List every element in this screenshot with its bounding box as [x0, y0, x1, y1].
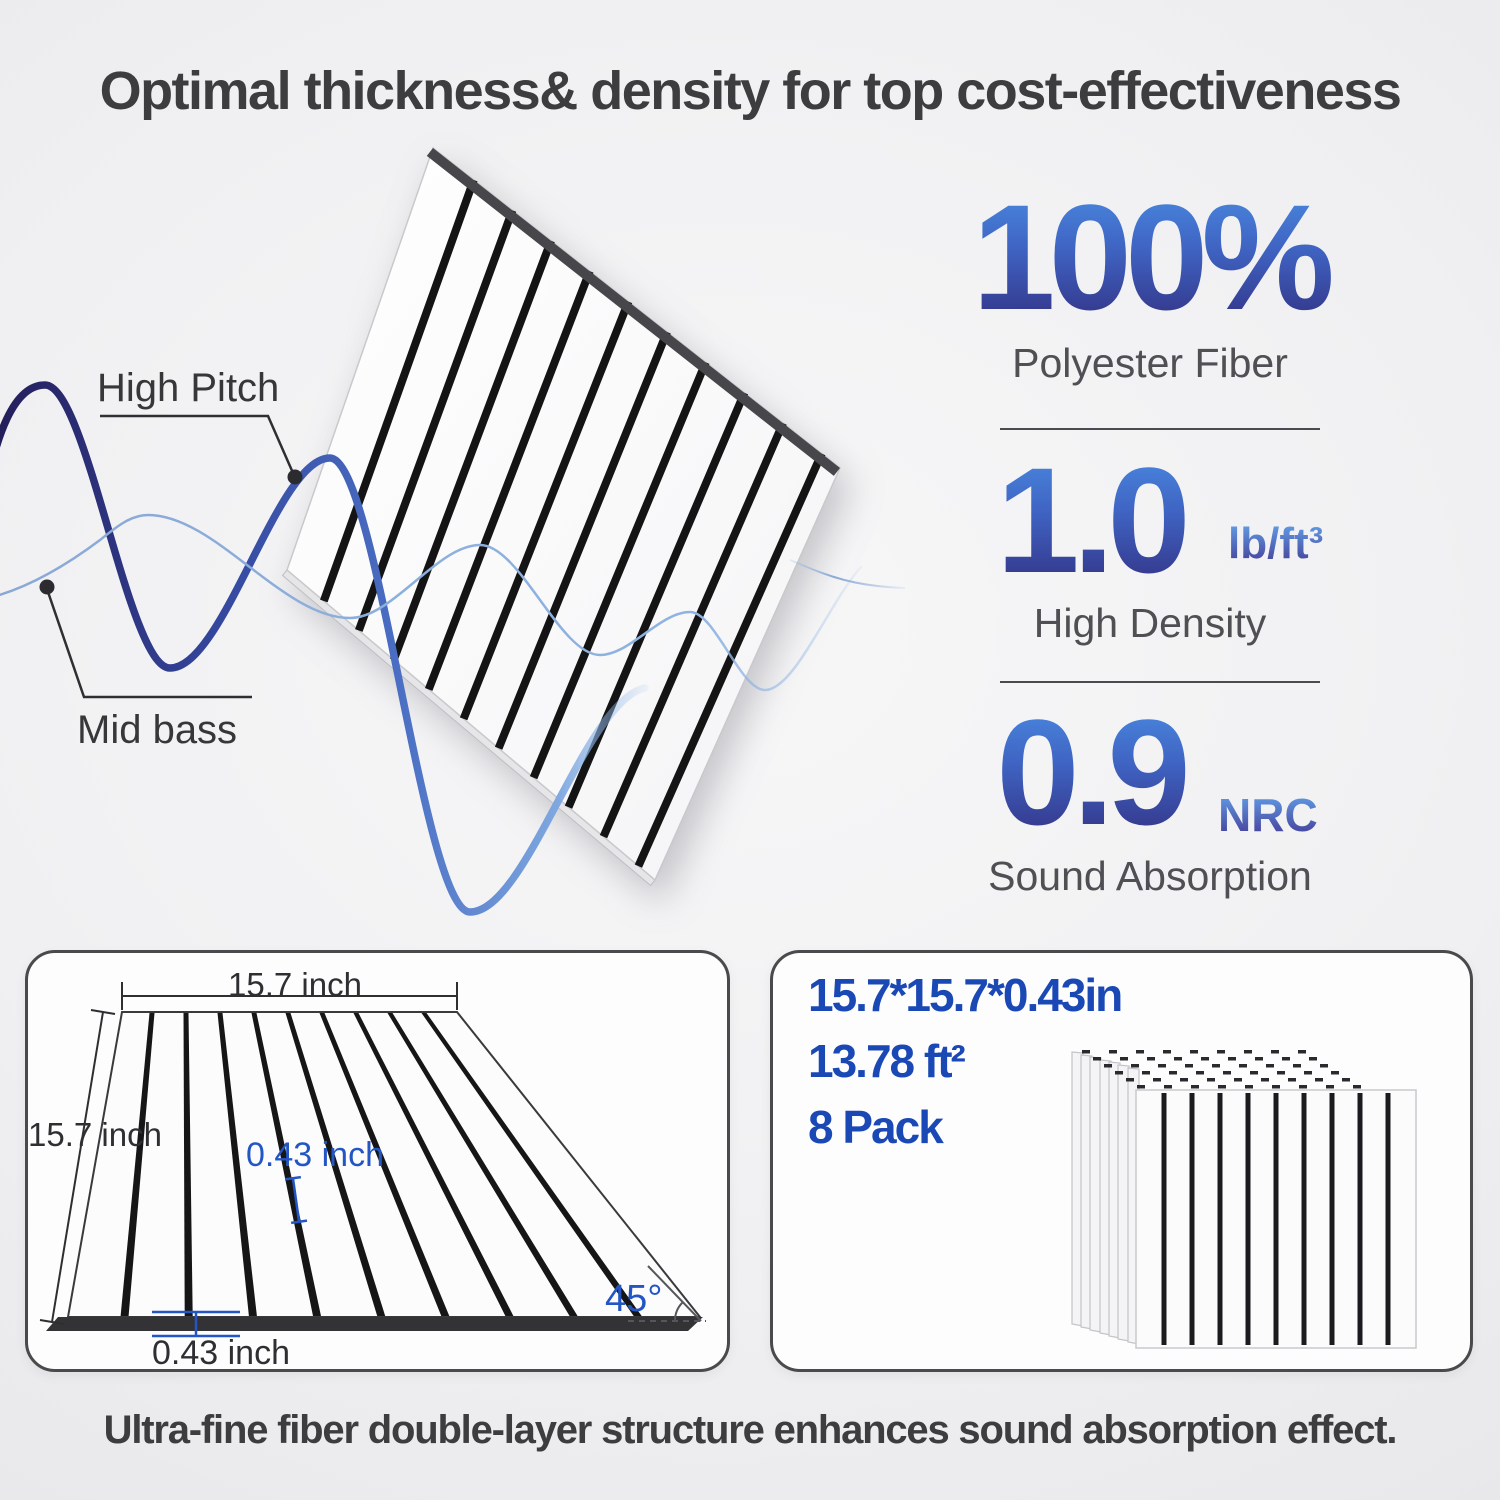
stat-divider-2	[1000, 681, 1320, 683]
diagram-grooves	[120, 1013, 642, 1316]
stat-polyester-value: 100%	[960, 182, 1340, 332]
dim-bevel-angle-label: 45°	[605, 1278, 663, 1320]
mid-bass-wave	[0, 381, 649, 916]
width-measure	[121, 982, 458, 1010]
wave-callouts	[45, 414, 295, 699]
stat-density-value: 1.0	[960, 445, 1220, 595]
stat-nrc-value: 0.9	[960, 697, 1220, 847]
dim-thickness-label: 0.43 inch	[152, 1334, 290, 1372]
stat-nrc-label: Sound Absorption	[988, 853, 1312, 899]
stat-density-label: High Density	[1033, 600, 1267, 646]
slat-gap-marker	[284, 1175, 308, 1225]
high-pitch-label: High Pitch	[97, 366, 280, 410]
bevel-angle-annotation	[628, 1265, 706, 1322]
dim-side-height-label: 15.7 inch	[28, 1116, 162, 1153]
pack-stack-graphic	[1071, 1050, 1417, 1349]
stat-divider-1	[1000, 428, 1320, 430]
high-pitch-point	[287, 469, 303, 485]
sound-wave-graphic	[0, 381, 906, 916]
pack-size-line: 15.7*15.7*0.43in	[808, 969, 1123, 1021]
stat-nrc-unit: NRC	[1218, 789, 1318, 841]
slat-panel-graphic	[281, 146, 841, 887]
stack-top-dashes	[1082, 1050, 1361, 1089]
mid-bass-label: Mid bass	[77, 708, 238, 752]
pack-coverage-line: 13.78 ft²	[808, 1035, 966, 1087]
stack-front-grooves	[1161, 1093, 1391, 1345]
page-title: Optimal thickness& density for top cost-…	[99, 61, 1402, 121]
dimension-diagram	[39, 982, 706, 1338]
stat-polyester-label: Polyester Fiber	[1012, 340, 1288, 386]
dim-top-width-label: 15.7 inch	[228, 966, 362, 1003]
dim-slat-gap-label: 0.43 inch	[246, 1136, 384, 1174]
height-measure	[39, 1009, 116, 1325]
footer-caption: Ultra-fine fiber double-layer structure …	[103, 1408, 1398, 1452]
mid-bass-point	[39, 579, 55, 595]
wave-tail	[789, 559, 906, 589]
high-pitch-wave	[0, 513, 863, 692]
pack-count-line: 8 Pack	[808, 1101, 944, 1153]
stat-density-unit: lb/ft³	[1228, 519, 1324, 568]
thickness-marker	[152, 1310, 240, 1338]
